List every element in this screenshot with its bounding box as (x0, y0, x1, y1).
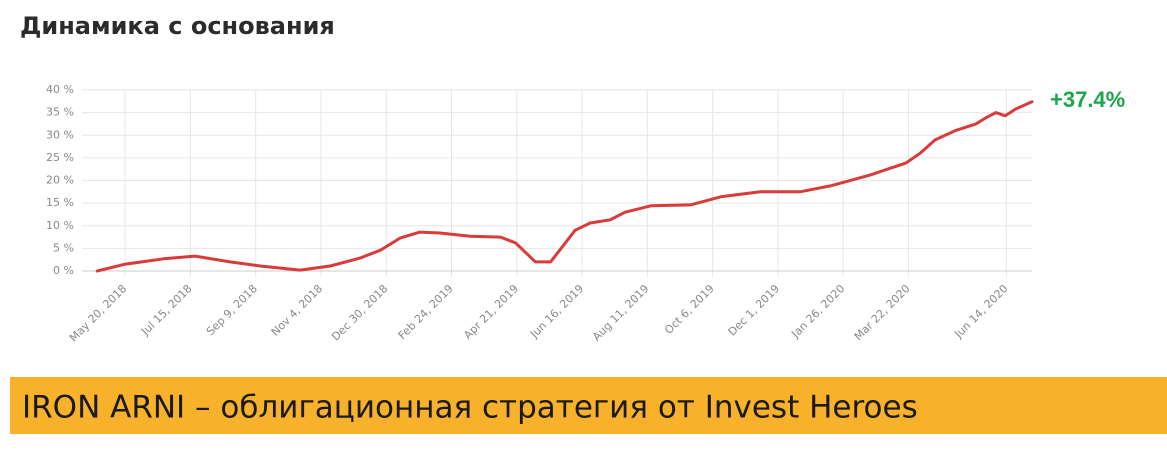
banner-text: IRON ARNI – облигационная стратегия от I… (22, 390, 918, 426)
y-tick-label: 40 % (46, 83, 74, 96)
y-tick-label: 15 % (46, 196, 74, 209)
y-tick-label: 20 % (46, 174, 74, 187)
y-tick-label: 30 % (46, 128, 74, 141)
annotation: +37.4% (1050, 87, 1125, 112)
page-title: Динамика с основания (20, 12, 335, 40)
y-tick-label: 5 % (53, 241, 74, 254)
banner-bg (10, 377, 1167, 434)
y-tick-label: 0 % (53, 264, 74, 277)
y-tick-label: 10 % (46, 219, 74, 232)
data-line (95, 100, 1034, 273)
y-tick-label: 35 % (46, 106, 74, 119)
y-tick-label: 25 % (46, 151, 74, 164)
